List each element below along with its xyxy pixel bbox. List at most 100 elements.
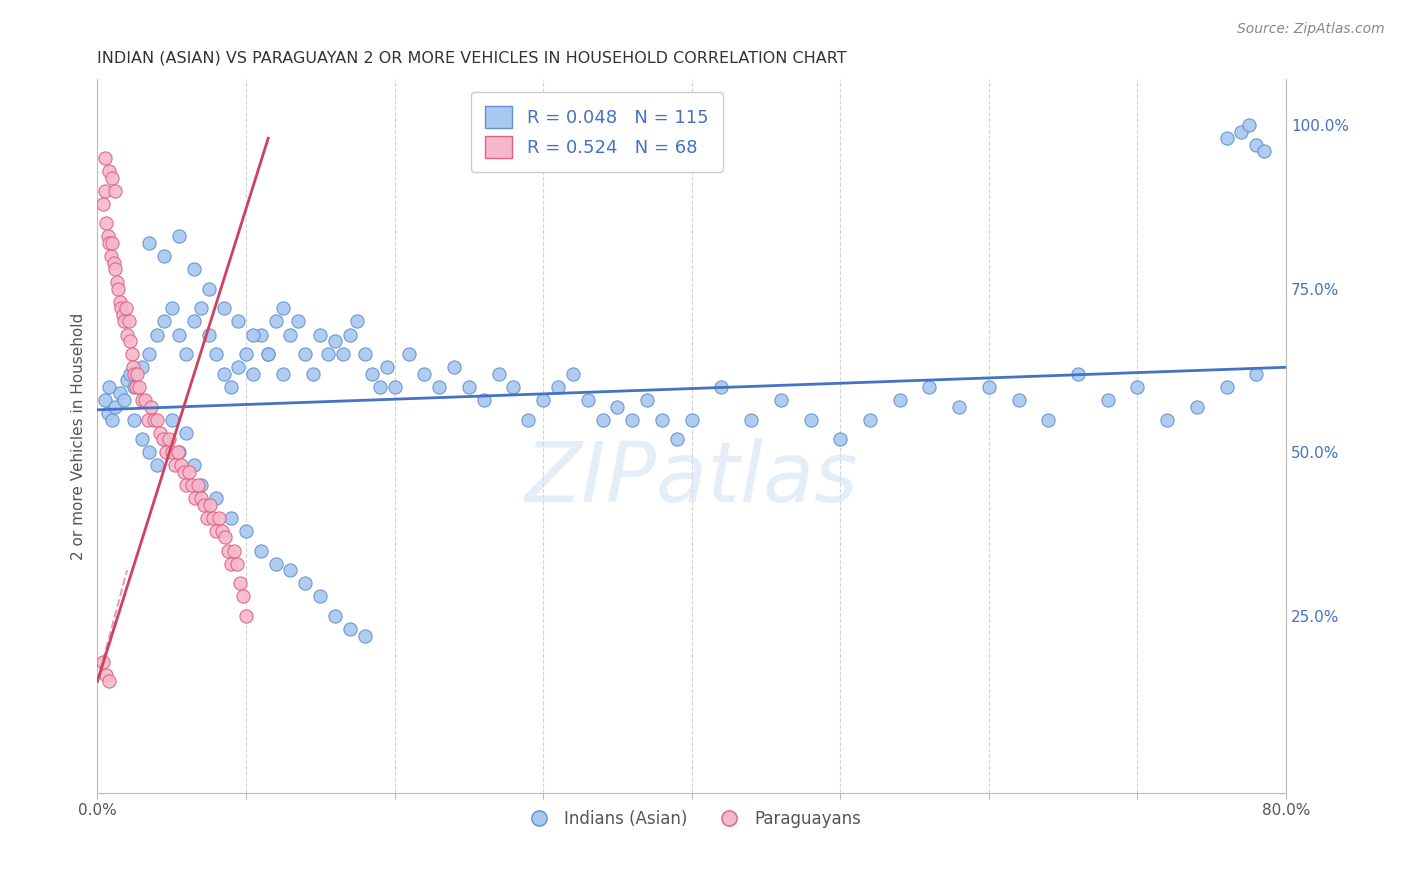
Point xyxy=(636,392,658,407)
Point xyxy=(111,308,134,322)
Point xyxy=(280,327,302,342)
Point xyxy=(97,406,120,420)
Point xyxy=(1126,380,1149,394)
Point xyxy=(332,347,354,361)
Point xyxy=(918,380,941,394)
Point xyxy=(94,392,117,407)
Point xyxy=(217,543,239,558)
Point xyxy=(176,478,198,492)
Point xyxy=(229,576,252,591)
Point xyxy=(146,327,169,342)
Point xyxy=(124,367,146,381)
Point xyxy=(889,392,911,407)
Point xyxy=(167,327,190,342)
Point xyxy=(157,432,180,446)
Point xyxy=(160,412,183,426)
Text: ZIPatlas: ZIPatlas xyxy=(524,438,859,519)
Point xyxy=(799,412,821,426)
Point xyxy=(167,445,190,459)
Point xyxy=(219,380,242,394)
Point xyxy=(115,327,138,342)
Point xyxy=(134,392,156,407)
Point xyxy=(138,445,160,459)
Point xyxy=(202,510,225,524)
Point xyxy=(228,314,250,328)
Point xyxy=(118,334,141,348)
Point xyxy=(181,478,204,492)
Point xyxy=(205,524,228,538)
Point xyxy=(212,367,235,381)
Point xyxy=(226,557,249,571)
Point xyxy=(100,249,122,263)
Point xyxy=(112,392,135,407)
Point xyxy=(740,412,762,426)
Point xyxy=(104,262,127,277)
Point xyxy=(1230,125,1253,139)
Point xyxy=(257,347,280,361)
Point xyxy=(301,367,323,381)
Point xyxy=(271,367,294,381)
Point xyxy=(176,347,198,361)
Point xyxy=(271,301,294,316)
Point xyxy=(1038,412,1060,426)
Point xyxy=(131,432,153,446)
Point xyxy=(264,557,287,571)
Point xyxy=(948,400,970,414)
Point xyxy=(128,380,150,394)
Point xyxy=(98,164,121,178)
Point xyxy=(1244,137,1267,152)
Point xyxy=(193,498,215,512)
Point xyxy=(353,629,375,643)
Point xyxy=(592,412,614,426)
Point xyxy=(1244,367,1267,381)
Point xyxy=(472,392,495,407)
Point xyxy=(184,491,207,505)
Point xyxy=(859,412,882,426)
Point xyxy=(323,609,346,624)
Point xyxy=(91,655,114,669)
Point xyxy=(228,360,250,375)
Point xyxy=(309,327,332,342)
Point xyxy=(242,367,264,381)
Point xyxy=(1237,118,1260,132)
Point xyxy=(212,301,235,316)
Point xyxy=(131,360,153,375)
Point xyxy=(122,360,145,375)
Point xyxy=(681,412,703,426)
Point xyxy=(187,478,209,492)
Point xyxy=(235,524,257,538)
Point xyxy=(1215,131,1237,145)
Point xyxy=(155,445,177,459)
Point xyxy=(205,491,228,505)
Point xyxy=(361,367,384,381)
Point xyxy=(294,347,316,361)
Point xyxy=(457,380,479,394)
Point xyxy=(235,609,257,624)
Point xyxy=(219,510,242,524)
Point xyxy=(384,380,406,394)
Point xyxy=(195,510,218,524)
Point xyxy=(98,674,121,689)
Y-axis label: 2 or more Vehicles in Household: 2 or more Vehicles in Household xyxy=(72,312,86,559)
Legend: Indians (Asian), Paraguayans: Indians (Asian), Paraguayans xyxy=(516,803,868,834)
Point xyxy=(621,412,644,426)
Point xyxy=(115,373,138,387)
Point xyxy=(1097,392,1119,407)
Point xyxy=(160,301,183,316)
Point xyxy=(232,590,254,604)
Point xyxy=(108,294,131,309)
Point xyxy=(280,563,302,577)
Point xyxy=(219,557,242,571)
Point xyxy=(443,360,465,375)
Point xyxy=(257,347,280,361)
Point xyxy=(98,380,121,394)
Point xyxy=(606,400,628,414)
Point xyxy=(197,282,219,296)
Point xyxy=(160,445,183,459)
Point xyxy=(138,347,160,361)
Point xyxy=(101,235,124,250)
Point xyxy=(105,275,128,289)
Point xyxy=(124,380,146,394)
Point xyxy=(94,184,117,198)
Point xyxy=(91,196,114,211)
